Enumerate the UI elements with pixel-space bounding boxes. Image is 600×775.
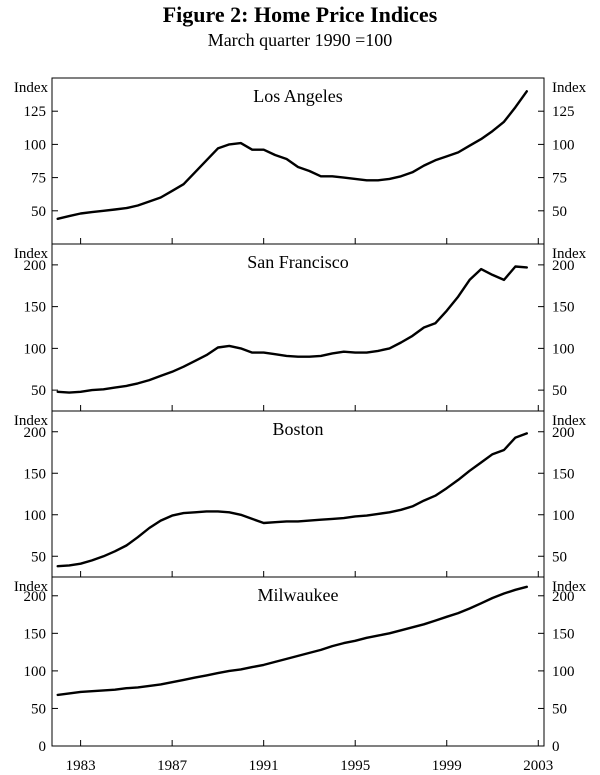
y-tick-label-right: 200 [552, 258, 575, 274]
series-line-san-francisco [56, 265, 528, 394]
y-tick-label-right: 100 [552, 664, 575, 680]
panel-title: San Francisco [247, 252, 348, 272]
y-tick-label-left: 125 [24, 104, 47, 120]
series-line-los-angeles [56, 90, 528, 221]
chart-subtitle: March quarter 1990 =100 [207, 30, 393, 50]
y-tick-label-right: 75 [552, 171, 567, 187]
y-tick-label-right: 100 [552, 508, 575, 524]
y-tick-label-right: 0 [552, 739, 560, 755]
y-axis-unit-right: Index [552, 579, 587, 595]
y-axis-unit-right: Index [552, 413, 587, 429]
y-tick-label-right: 50 [552, 204, 567, 220]
x-tick-label: 2003 [523, 758, 553, 774]
y-tick-label-right: 50 [552, 549, 567, 565]
y-tick-label-right: 100 [552, 341, 575, 357]
y-tick-label-right: 50 [552, 701, 567, 717]
panel-frame [51, 576, 545, 747]
y-tick-label-left: 100 [24, 341, 47, 357]
x-tick-label: 1995 [340, 758, 370, 774]
y-tick-label-left: 150 [24, 300, 47, 316]
y-tick-label-left: 200 [24, 589, 47, 605]
x-tick-label: 1999 [432, 758, 462, 774]
y-axis-unit-left: Index [14, 413, 49, 429]
y-axis-unit-left: Index [14, 579, 49, 595]
series-line-boston [56, 432, 528, 568]
y-tick-label-left: 100 [24, 664, 47, 680]
y-tick-label-left: 50 [31, 701, 46, 717]
y-tick-label-right: 200 [552, 589, 575, 605]
y-tick-label-left: 150 [24, 626, 47, 642]
y-tick-label-right: 200 [552, 425, 575, 441]
x-tick-label: 1991 [249, 758, 279, 774]
y-tick-label-left: 200 [24, 425, 47, 441]
y-tick-label-left: 75 [31, 171, 46, 187]
y-tick-label-right: 150 [552, 466, 575, 482]
y-tick-label-left: 100 [24, 137, 47, 153]
y-tick-label-left: 150 [24, 466, 47, 482]
y-tick-label-left: 0 [39, 739, 47, 755]
y-tick-label-right: 150 [552, 300, 575, 316]
y-tick-label-left: 100 [24, 508, 47, 524]
series-line-milwaukee [56, 585, 528, 697]
y-axis-unit-right: Index [552, 80, 587, 96]
chart-title: Figure 2: Home Price Indices [162, 2, 438, 27]
y-tick-label-left: 200 [24, 258, 47, 274]
y-tick-label-right: 100 [552, 137, 575, 153]
y-axis-unit-right: Index [552, 246, 587, 262]
y-tick-label-left: 50 [31, 383, 46, 399]
y-tick-label-left: 50 [31, 204, 46, 220]
y-axis-unit-left: Index [14, 246, 49, 262]
x-tick-label: 1983 [66, 758, 96, 774]
x-tick-label: 1987 [157, 758, 188, 774]
panel-title: Boston [272, 419, 323, 439]
panel-title: Los Angeles [253, 86, 343, 106]
y-tick-label-left: 50 [31, 549, 46, 565]
y-axis-unit-left: Index [14, 80, 49, 96]
y-tick-label-right: 125 [552, 104, 575, 120]
panel-title: Milwaukee [258, 585, 339, 605]
y-tick-label-right: 150 [552, 626, 575, 642]
y-tick-label-right: 50 [552, 383, 567, 399]
